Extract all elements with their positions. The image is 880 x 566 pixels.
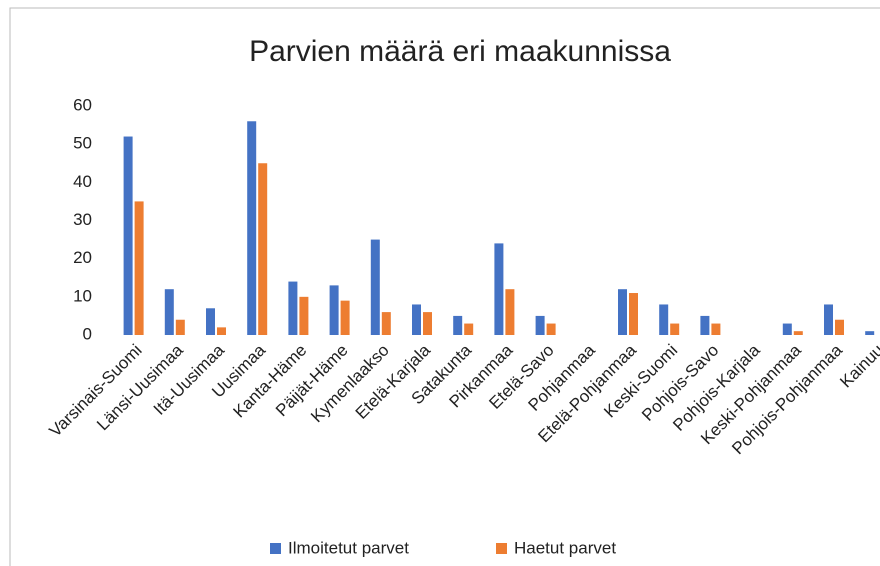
bar xyxy=(370,239,380,335)
chart-frame xyxy=(9,7,880,566)
bar xyxy=(175,319,185,335)
bar xyxy=(288,281,298,335)
legend-label: Ilmoitetut parvet xyxy=(288,538,409,557)
y-tick-label: 30 xyxy=(73,210,92,229)
bar xyxy=(546,323,556,335)
y-tick-label: 0 xyxy=(83,324,92,343)
bar xyxy=(134,201,144,335)
bar xyxy=(123,136,133,335)
y-tick-label: 40 xyxy=(73,172,92,191)
bar xyxy=(412,304,421,335)
y-tick-label: 10 xyxy=(73,286,92,305)
bar xyxy=(164,289,174,335)
bar xyxy=(505,289,515,335)
bar xyxy=(494,243,504,335)
bar xyxy=(206,308,215,335)
bar xyxy=(217,327,226,335)
bar xyxy=(629,293,638,335)
bar xyxy=(340,300,350,335)
bar xyxy=(711,323,721,335)
bar xyxy=(659,304,669,335)
legend-swatch xyxy=(270,543,281,554)
bar xyxy=(423,312,432,335)
bar xyxy=(299,296,309,335)
bar xyxy=(782,323,792,335)
bar xyxy=(453,315,463,335)
y-tick-label: 50 xyxy=(73,134,92,153)
bar xyxy=(700,315,710,335)
bar xyxy=(464,323,474,335)
legend-label: Haetut parvet xyxy=(514,538,616,557)
chart-title: Parvien määrä eri maakunnissa xyxy=(249,35,671,68)
bar xyxy=(535,315,545,335)
bar xyxy=(618,289,627,335)
bar xyxy=(835,319,844,335)
y-tick-label: 60 xyxy=(73,95,92,114)
bar xyxy=(329,285,339,335)
bar xyxy=(793,331,803,335)
y-tick-label: 20 xyxy=(73,248,92,267)
legend-swatch xyxy=(496,543,507,554)
bar xyxy=(824,304,833,335)
bar xyxy=(258,163,268,335)
bar xyxy=(670,323,680,335)
bar xyxy=(247,121,257,336)
bar xyxy=(865,331,875,335)
bar xyxy=(381,312,391,335)
